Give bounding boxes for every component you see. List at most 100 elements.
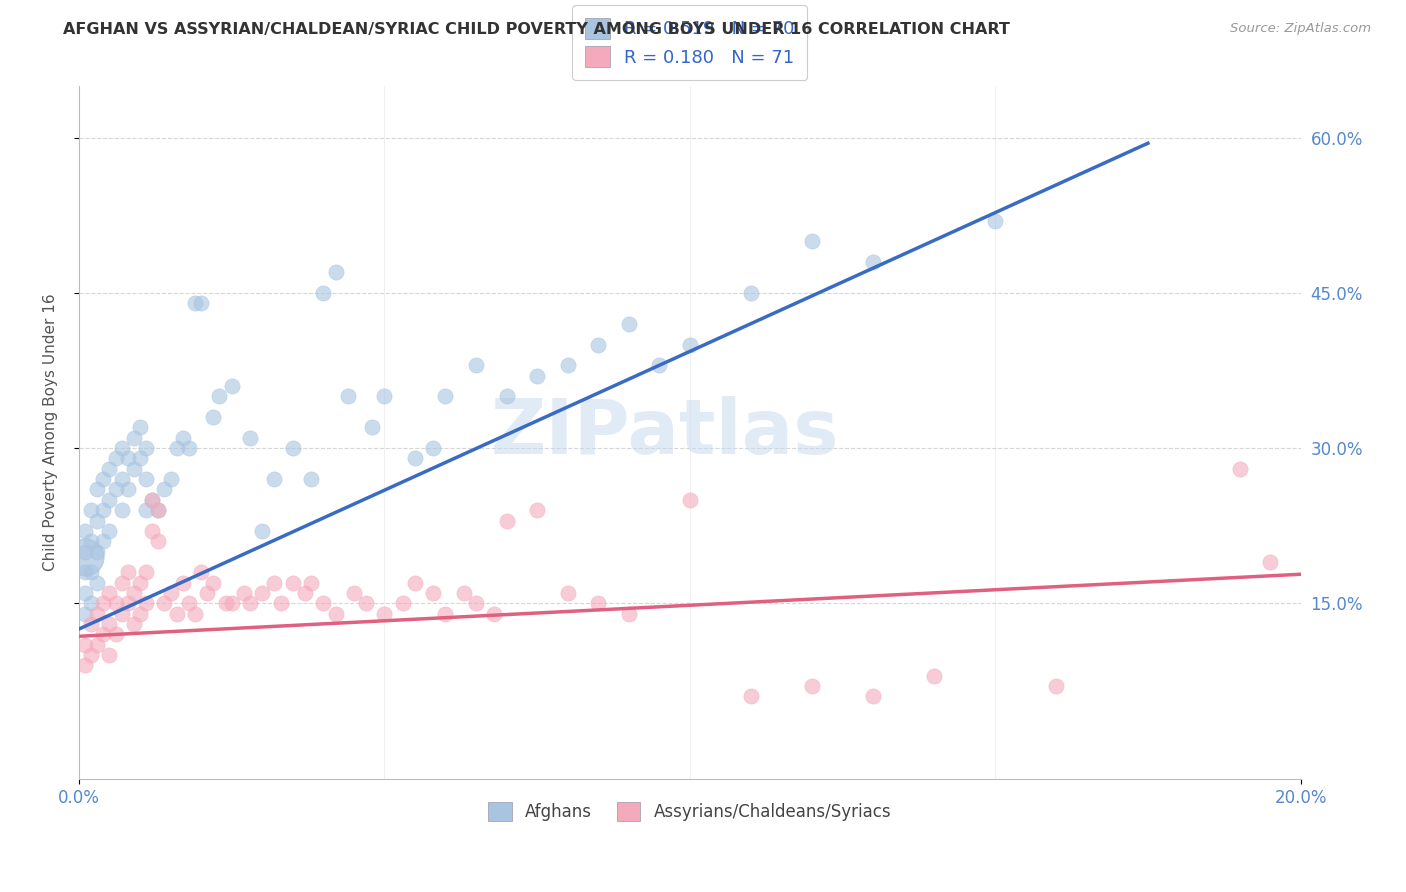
Point bbox=[250, 524, 273, 538]
Point bbox=[73, 638, 96, 652]
Point bbox=[208, 389, 231, 403]
Point bbox=[195, 586, 218, 600]
Point bbox=[73, 607, 96, 621]
Point bbox=[526, 503, 548, 517]
Point bbox=[617, 317, 640, 331]
Point bbox=[557, 359, 579, 373]
Point bbox=[98, 586, 121, 600]
Point bbox=[93, 472, 115, 486]
Point bbox=[141, 492, 163, 507]
Point bbox=[202, 410, 225, 425]
Point bbox=[190, 565, 212, 579]
Point bbox=[93, 534, 115, 549]
Point bbox=[404, 575, 426, 590]
Point bbox=[434, 607, 457, 621]
Point bbox=[281, 575, 304, 590]
Point bbox=[153, 596, 176, 610]
Point bbox=[679, 338, 702, 352]
Point bbox=[129, 451, 152, 466]
Point bbox=[73, 658, 96, 673]
Point bbox=[148, 503, 170, 517]
Point bbox=[422, 586, 444, 600]
Point bbox=[86, 638, 108, 652]
Point bbox=[148, 534, 170, 549]
Point bbox=[177, 441, 200, 455]
Point bbox=[98, 524, 121, 538]
Point bbox=[325, 265, 347, 279]
Point bbox=[221, 379, 243, 393]
Point bbox=[984, 213, 1007, 227]
Point bbox=[98, 648, 121, 662]
Point bbox=[484, 607, 506, 621]
Point bbox=[135, 441, 157, 455]
Point bbox=[299, 575, 322, 590]
Point bbox=[148, 503, 170, 517]
Point bbox=[93, 503, 115, 517]
Point bbox=[122, 431, 145, 445]
Point bbox=[281, 441, 304, 455]
Point bbox=[122, 462, 145, 476]
Point bbox=[250, 586, 273, 600]
Point bbox=[86, 514, 108, 528]
Point bbox=[73, 544, 96, 558]
Point bbox=[586, 596, 609, 610]
Point bbox=[172, 575, 194, 590]
Point bbox=[104, 627, 127, 641]
Text: Source: ZipAtlas.com: Source: ZipAtlas.com bbox=[1230, 22, 1371, 36]
Point bbox=[117, 483, 139, 497]
Point bbox=[93, 596, 115, 610]
Point bbox=[117, 565, 139, 579]
Point bbox=[111, 441, 134, 455]
Point bbox=[862, 690, 884, 704]
Point bbox=[190, 296, 212, 310]
Point bbox=[617, 607, 640, 621]
Point bbox=[80, 565, 103, 579]
Point bbox=[159, 472, 181, 486]
Point bbox=[117, 451, 139, 466]
Point bbox=[135, 565, 157, 579]
Point bbox=[129, 575, 152, 590]
Point bbox=[202, 575, 225, 590]
Point bbox=[263, 575, 285, 590]
Point bbox=[299, 472, 322, 486]
Point bbox=[104, 483, 127, 497]
Point bbox=[465, 359, 488, 373]
Point bbox=[495, 514, 517, 528]
Point bbox=[801, 235, 824, 249]
Point bbox=[495, 389, 517, 403]
Point bbox=[557, 586, 579, 600]
Point bbox=[129, 420, 152, 434]
Point bbox=[111, 472, 134, 486]
Point bbox=[526, 368, 548, 383]
Point bbox=[86, 544, 108, 558]
Point bbox=[86, 575, 108, 590]
Point bbox=[801, 679, 824, 693]
Point bbox=[239, 596, 262, 610]
Point bbox=[679, 492, 702, 507]
Point bbox=[354, 596, 377, 610]
Point bbox=[586, 338, 609, 352]
Point bbox=[86, 483, 108, 497]
Point bbox=[453, 586, 475, 600]
Legend: Afghans, Assyrians/Chaldeans/Syriacs: Afghans, Assyrians/Chaldeans/Syriacs bbox=[477, 790, 903, 833]
Point bbox=[153, 483, 176, 497]
Point bbox=[336, 389, 359, 403]
Point bbox=[159, 586, 181, 600]
Text: AFGHAN VS ASSYRIAN/CHALDEAN/SYRIAC CHILD POVERTY AMONG BOYS UNDER 16 CORRELATION: AFGHAN VS ASSYRIAN/CHALDEAN/SYRIAC CHILD… bbox=[63, 22, 1010, 37]
Point bbox=[404, 451, 426, 466]
Point bbox=[343, 586, 366, 600]
Point bbox=[391, 596, 413, 610]
Point bbox=[221, 596, 243, 610]
Point bbox=[111, 503, 134, 517]
Point bbox=[325, 607, 347, 621]
Point bbox=[111, 607, 134, 621]
Point bbox=[98, 492, 121, 507]
Point bbox=[294, 586, 316, 600]
Point bbox=[166, 441, 188, 455]
Point bbox=[73, 586, 96, 600]
Point bbox=[184, 607, 207, 621]
Point bbox=[177, 596, 200, 610]
Point bbox=[922, 668, 945, 682]
Y-axis label: Child Poverty Among Boys Under 16: Child Poverty Among Boys Under 16 bbox=[44, 293, 58, 572]
Point bbox=[239, 431, 262, 445]
